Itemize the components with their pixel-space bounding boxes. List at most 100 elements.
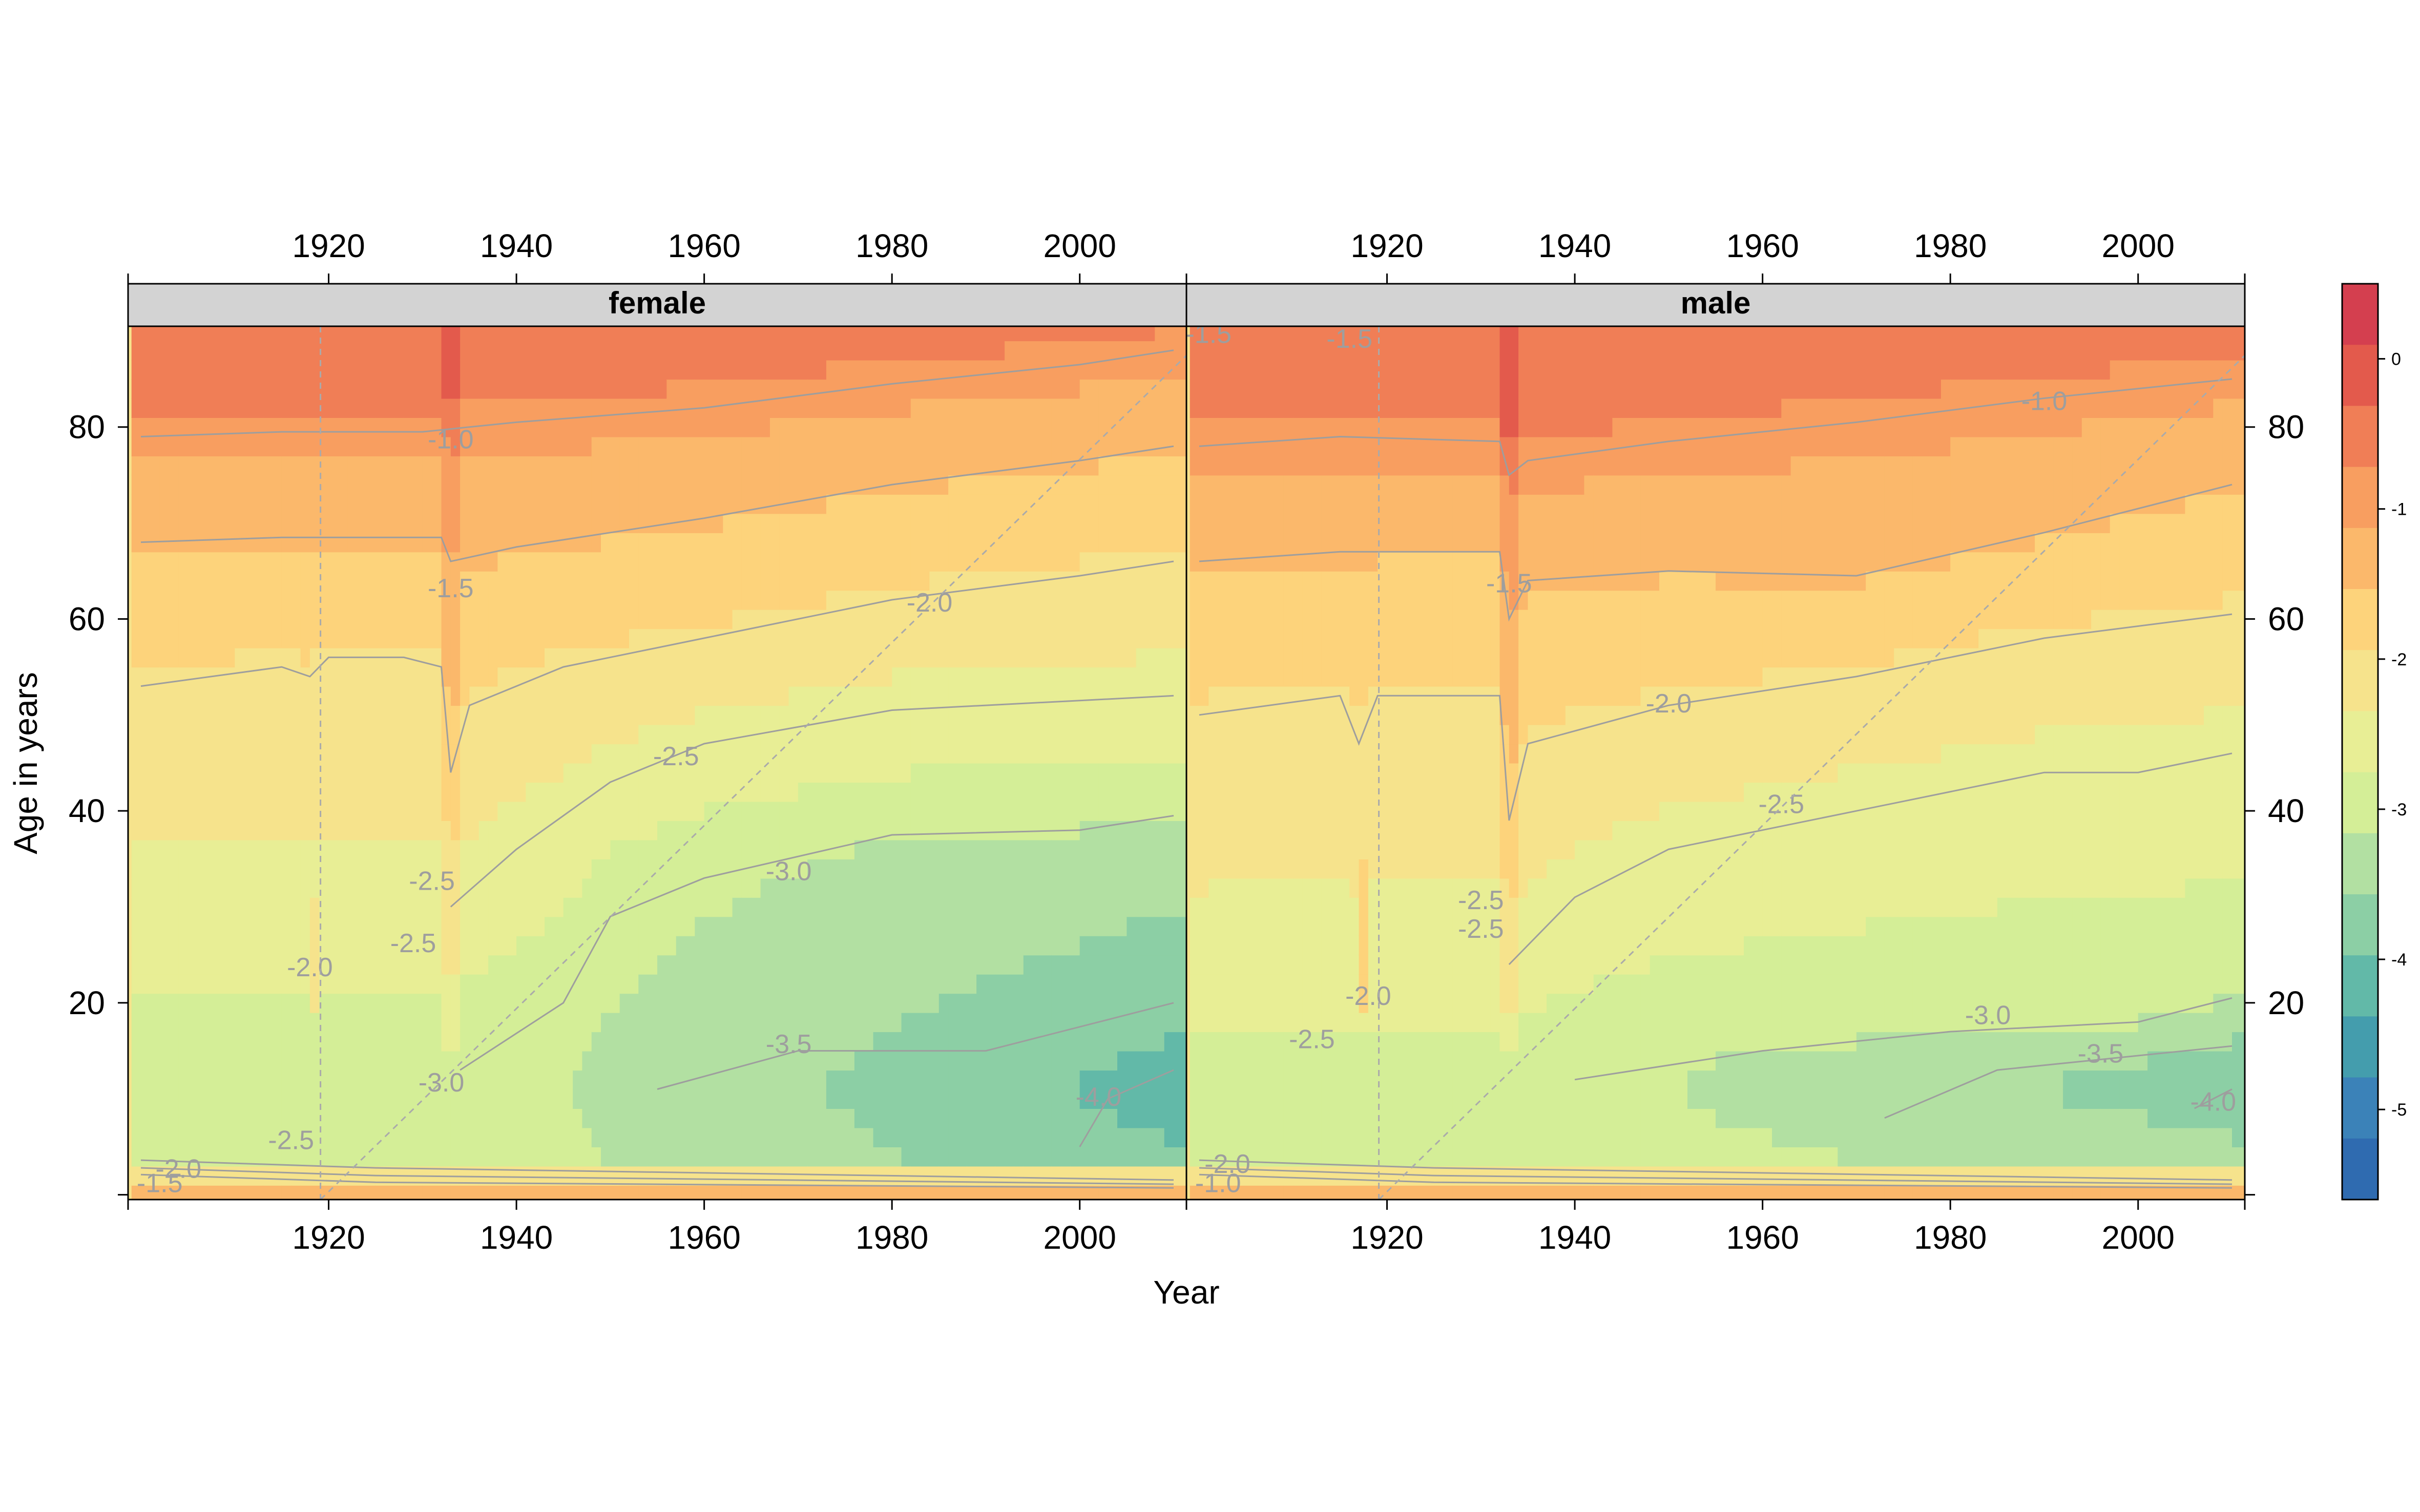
heatmap-cell [394, 993, 405, 1013]
heatmap-cell [497, 647, 508, 668]
heatmap-cell [1089, 590, 1099, 610]
heatmap-cell [319, 1032, 329, 1052]
heatmap-cell [526, 724, 536, 745]
heatmap-cell [131, 686, 141, 706]
heatmap-cell [216, 705, 226, 725]
heatmap-cell [873, 1147, 883, 1167]
heatmap-cell [854, 858, 865, 879]
heatmap-cell [1014, 417, 1024, 437]
heatmap-cell [1014, 839, 1024, 859]
heatmap-cell [375, 686, 386, 706]
heatmap-cell [291, 782, 301, 802]
heatmap-cell [1014, 1070, 1024, 1090]
heatmap-cell [657, 398, 667, 418]
heatmap-cell [807, 1127, 818, 1147]
heatmap-cell [723, 360, 733, 380]
heatmap-cell [1005, 705, 1015, 725]
heatmap-cell [845, 1127, 855, 1147]
heatmap-cell [601, 667, 611, 687]
heatmap-cell [573, 858, 583, 879]
heatmap-cell [404, 398, 414, 418]
heatmap-cell [591, 417, 601, 437]
heatmap-cell [478, 974, 489, 994]
heatmap-cell [1033, 379, 1043, 399]
heatmap-cell [441, 341, 451, 361]
heatmap-cell [404, 763, 414, 783]
heatmap-cell [666, 935, 677, 956]
heatmap-cell [601, 417, 611, 437]
heatmap-cell [732, 647, 742, 668]
heatmap-cell [309, 878, 320, 898]
heatmap-cell [760, 552, 770, 572]
heatmap-cell [413, 955, 423, 975]
heatmap-cell [141, 1127, 151, 1147]
heatmap-cell [817, 609, 827, 629]
heatmap-cell [1061, 763, 1071, 783]
heatmap-cell [141, 1166, 151, 1186]
heatmap-cell [281, 667, 292, 687]
heatmap-cell [657, 494, 667, 514]
heatmap-cell [1098, 686, 1109, 706]
heatmap-cell [225, 878, 236, 898]
heatmap-cell [507, 782, 517, 802]
heatmap-cell [714, 1108, 724, 1128]
heatmap-cell [563, 1051, 573, 1071]
heatmap-cell [741, 1012, 752, 1033]
heatmap-cell [187, 782, 198, 802]
heatmap-cell [291, 974, 301, 994]
heatmap-cell [1051, 379, 1061, 399]
heatmap-cell [187, 628, 198, 648]
heatmap-cell [901, 1051, 911, 1071]
heatmap-cell [629, 360, 639, 380]
heatmap-cell [216, 398, 226, 418]
heatmap-cell [366, 686, 377, 706]
heatmap-cell [309, 1070, 320, 1090]
heatmap-cell [300, 1032, 310, 1052]
heatmap-cell [882, 1070, 893, 1090]
heatmap-cell [582, 724, 592, 745]
heatmap-cell [882, 609, 893, 629]
heatmap-cell [704, 839, 714, 859]
heatmap-cell [704, 705, 714, 725]
heatmap-cell [1042, 935, 1052, 956]
heatmap-cell [488, 647, 498, 668]
heatmap-cell [714, 532, 724, 553]
heatmap-cell [704, 360, 714, 380]
heatmap-cell [206, 475, 217, 495]
heatmap-cell [769, 935, 780, 956]
heatmap-cell [657, 628, 667, 648]
heatmap-cell [563, 1032, 573, 1052]
heatmap-cell [920, 993, 930, 1013]
heatmap-cell [1089, 878, 1099, 898]
heatmap-cell [938, 782, 949, 802]
heatmap-cell [545, 1108, 555, 1128]
heatmap-cell [507, 571, 517, 591]
heatmap-cell [263, 571, 273, 591]
heatmap-cell [732, 955, 742, 975]
heatmap-cell [357, 878, 367, 898]
heatmap-cell [1005, 360, 1015, 380]
heatmap-cell [591, 609, 601, 629]
heatmap-cell [882, 360, 893, 380]
heatmap-cell [244, 1127, 254, 1147]
heatmap-cell [554, 628, 564, 648]
heatmap-cell [554, 455, 564, 476]
heatmap-cell [751, 839, 761, 859]
heatmap-cell [545, 417, 555, 437]
heatmap-cell [873, 705, 883, 725]
heatmap-cell [591, 590, 601, 610]
heatmap-cell [854, 494, 865, 514]
heatmap-cell [460, 801, 470, 821]
heatmap-cell [948, 455, 958, 476]
heatmap-cell [723, 647, 733, 668]
heatmap-cell [385, 686, 395, 706]
heatmap-cell [291, 955, 301, 975]
heatmap-cell [1098, 1051, 1109, 1071]
heatmap-cell [545, 571, 555, 591]
heatmap-cell [413, 916, 423, 936]
heatmap-cell [187, 455, 198, 476]
heatmap-cell [760, 1127, 770, 1147]
heatmap-cell [291, 1127, 301, 1147]
heatmap-cell [281, 552, 292, 572]
heatmap-cell [685, 513, 696, 533]
